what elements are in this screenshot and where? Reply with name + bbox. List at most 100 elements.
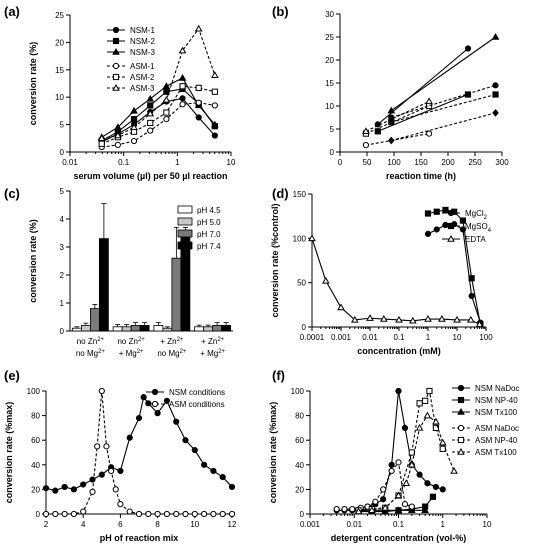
bar [139,324,150,332]
legend-marker [457,384,465,392]
legend-marker [151,388,159,396]
y-tick-label: 15 [325,79,334,88]
x-tick-label: 4 [81,520,86,529]
x-axis-label: reaction time (h) [386,171,456,181]
legend-swatch [177,241,193,250]
y-axis-label: conversion rate (%max) [4,402,14,504]
data-point [401,424,409,431]
y-tick-label: 5 [330,125,335,134]
x-axis-label: serum volume (µl) per 50 µl reaction [74,171,228,181]
legend-c: pH 4.5 pH 5.0 pH 7.0 pH 7.4 [177,205,221,251]
data-point [492,91,499,98]
y-axis-label: conversion rate (%) [28,42,38,126]
data-point [424,210,432,217]
y-tick-label: 0 [330,148,335,157]
y-tick-label: 25 [325,33,334,42]
y-tick-label: 100 [291,387,305,396]
data-point [424,480,431,487]
x-tick-label: 6 [118,520,123,529]
data-point [145,400,152,407]
legend-label: NSM NP-40 [475,396,518,405]
legend-marker [447,209,455,217]
y-tick-label: 0 [300,510,305,519]
data-point [416,471,423,478]
legend-marker [112,26,120,34]
series-asm-tx100 [354,411,458,515]
data-point [210,120,219,128]
data-point [163,88,170,95]
legend-marker [112,84,120,91]
data-point [163,116,170,123]
series-line [101,77,216,138]
data-point [211,132,218,139]
data-point [492,82,499,89]
group-label-superscript: 2+ [177,337,184,343]
legend-marker [457,448,465,455]
x-tick-label: 10 [190,520,199,529]
data-point [354,507,363,515]
data-point [211,102,218,109]
y-tick-label: 20 [295,485,304,494]
data-point [426,387,433,395]
y-tick-label: 20 [325,56,334,65]
y-tick-label: 20 [55,38,64,47]
group-label-superscript: 2+ [97,337,104,343]
x-tick-label: 250 [468,158,482,167]
legend-label: ASM Tx100 [475,448,517,457]
data-point [308,234,316,242]
data-point [425,97,433,105]
data-point [433,226,440,233]
data-point [450,466,458,474]
data-point [475,320,484,328]
data-point [126,508,133,515]
group-label-superscript: 2+ [137,349,144,355]
legend-label: pH 5.0 [197,218,221,227]
legend-label: ASM-3 [130,84,155,93]
y-tick-label: 50 [297,279,306,288]
series-line [311,238,480,325]
legend-subscript: 2 [484,215,488,221]
data-point [426,130,433,137]
data-point [394,506,403,514]
x-tick-label: 0 [338,158,343,167]
data-point [439,445,446,452]
data-point [179,101,186,108]
legend-label: MgSO4 [465,222,492,234]
y-tick-label: 80 [31,412,40,421]
data-point [380,496,387,503]
data-point [147,102,154,109]
data-point [135,414,143,422]
data-point [97,134,106,142]
x-tick-label: 0.01 [62,158,78,167]
legend-label: ASM conditions [169,400,225,409]
legend-marker [447,235,455,242]
data-point [395,459,402,466]
series-line [358,389,444,511]
data-point [42,485,50,492]
series-nsm-conditions [42,394,236,494]
bar [221,324,232,332]
data-point [408,449,415,456]
y-tick-label: 0 [60,148,65,157]
data-point [219,474,226,481]
x-tick-label: 300 [495,158,509,167]
data-point [408,316,417,324]
y-tick-label: 100 [27,387,41,396]
data-point [201,510,208,518]
panel-label: (a) [4,4,20,19]
data-point [179,83,186,90]
data-point [423,411,432,419]
legend-marker [457,396,465,404]
data-point [103,443,110,450]
legend-label: NSM conditions [169,388,225,397]
data-point [468,292,475,300]
data-point [163,397,170,404]
group-label-superscript: 2+ [218,349,225,355]
group-label: no Mg2+ [157,349,187,358]
bar [203,326,214,332]
legend-label: NSM-3 [130,48,155,57]
y-tick-label: 60 [295,436,304,445]
legend-label: ASM NaDoc [475,424,519,433]
group-label: + Mg2+ [200,349,225,358]
